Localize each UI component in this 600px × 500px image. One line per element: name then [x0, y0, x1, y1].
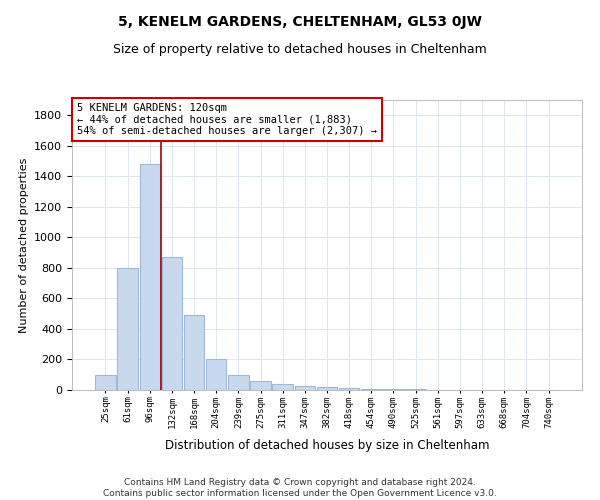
Bar	[317, 387, 337, 390]
Bar	[228, 374, 248, 390]
Bar	[184, 315, 204, 390]
Y-axis label: Number of detached properties: Number of detached properties	[19, 158, 29, 332]
Bar	[406, 389, 426, 390]
Text: Size of property relative to detached houses in Cheltenham: Size of property relative to detached ho…	[113, 42, 487, 56]
Bar	[95, 374, 116, 390]
Bar	[272, 384, 293, 390]
Bar	[118, 268, 138, 390]
Bar	[140, 164, 160, 390]
Text: 5, KENELM GARDENS, CHELTENHAM, GL53 0JW: 5, KENELM GARDENS, CHELTENHAM, GL53 0JW	[118, 15, 482, 29]
Text: 5 KENELM GARDENS: 120sqm
← 44% of detached houses are smaller (1,883)
54% of sem: 5 KENELM GARDENS: 120sqm ← 44% of detach…	[77, 103, 377, 136]
Bar	[250, 381, 271, 390]
Bar	[295, 386, 315, 390]
X-axis label: Distribution of detached houses by size in Cheltenham: Distribution of detached houses by size …	[165, 439, 489, 452]
Bar	[161, 257, 182, 390]
Bar	[361, 389, 382, 390]
Bar	[339, 388, 359, 390]
Bar	[383, 389, 404, 390]
Text: Contains HM Land Registry data © Crown copyright and database right 2024.
Contai: Contains HM Land Registry data © Crown c…	[103, 478, 497, 498]
Bar	[206, 360, 226, 390]
